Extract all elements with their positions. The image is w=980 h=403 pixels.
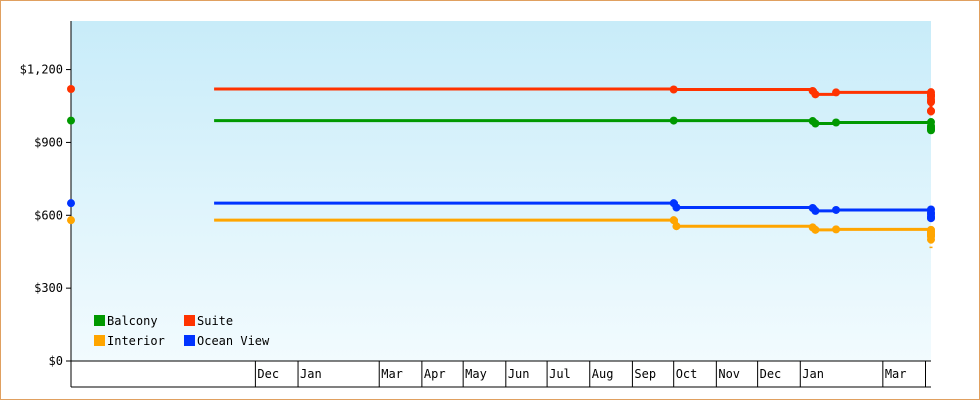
legend-swatch [94,335,105,346]
data-point[interactable] [811,225,820,234]
y-tick-label: $300 [34,281,63,295]
data-point[interactable] [927,107,935,116]
x-tick-label: Jun [508,367,530,381]
data-point[interactable] [832,225,841,234]
data-point[interactable] [927,98,935,107]
x-tick-label: May [465,367,487,381]
legend-label: Suite [197,314,233,328]
data-point[interactable] [811,90,820,99]
legend-item-suite[interactable]: Suite [184,314,233,328]
x-tick-label: Mar [885,367,907,381]
x-tick-label: Mar [381,367,403,381]
x-tick-label: Aug [592,367,614,381]
legend-label: Interior [107,334,165,348]
data-point[interactable] [927,214,935,223]
data-point[interactable] [811,206,820,215]
legend-item-interior[interactable]: Interior [94,334,165,348]
x-axis: Dec Jan Mar Apr May Jun Jul Aug Sep Oct Nov Dec Jan M… [71,360,931,388]
x-tick-label: Dec [257,367,279,381]
x-tick-label: Jan [802,367,824,381]
data-point[interactable] [832,118,841,127]
legend-item-balcony[interactable]: Balcony [94,314,158,328]
legend-label: Balcony [107,314,158,328]
x-tick-label: Oct [676,367,698,381]
data-point[interactable] [67,85,75,93]
x-tick-label: Jan [300,367,322,381]
series-interior [67,216,935,249]
legend-label: Ocean View [197,334,270,348]
x-tick-label: Dec [760,367,782,381]
series-suite [67,85,935,116]
legend-swatch [94,315,105,326]
y-tick-label: $900 [34,135,63,149]
x-tick-label: Nov [718,367,740,381]
data-point[interactable] [927,126,935,135]
data-point[interactable] [927,235,935,244]
legend-item-ocean-view[interactable]: Ocean View [184,334,270,348]
data-point[interactable] [672,222,681,231]
data-point[interactable] [811,119,820,128]
data-point[interactable] [67,116,75,125]
series-lines [67,85,935,249]
data-point[interactable] [67,216,75,225]
series-balcony [67,116,935,135]
data-point[interactable] [67,199,75,208]
y-axis: $0 $300 $600 $900 $1,200 [20,21,72,387]
x-tick-label: Jul [549,367,571,381]
data-point[interactable] [669,85,678,94]
y-tick-label: $0 [49,354,63,368]
data-point[interactable] [669,216,678,225]
data-point[interactable] [832,205,841,214]
y-tick-label: $600 [34,208,63,222]
legend-swatch [184,315,195,326]
x-tick-label: Apr [424,367,446,381]
series-ocean-view [67,199,935,223]
plot-background [71,21,931,361]
data-point[interactable] [669,116,678,125]
data-point[interactable] [672,203,681,212]
y-tick-label: $1,200 [20,63,63,77]
legend: Balcony Suite Interior Ocean View [94,314,270,348]
legend-swatch [184,335,195,346]
data-point[interactable] [832,88,841,97]
x-tick-label: Sep [634,367,656,381]
